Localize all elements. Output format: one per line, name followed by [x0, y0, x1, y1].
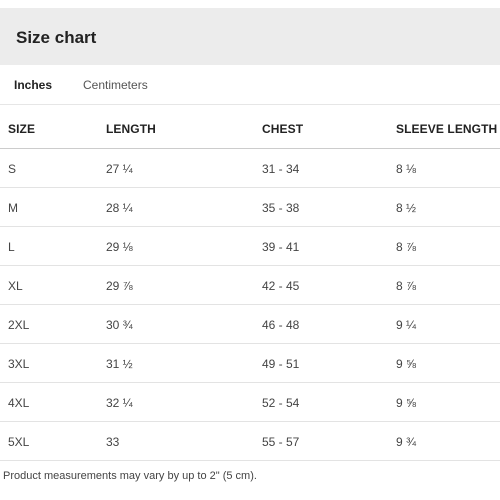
table-row: M 28 ¼ 35 - 38 8 ½	[0, 188, 500, 227]
chest-cell: 52 - 54	[262, 396, 300, 410]
column-header-sleeve-length: SLEEVE LENGTH	[396, 122, 498, 136]
length-cell: 29 ⅞	[106, 279, 133, 293]
sleeve-length-cell: 8 ⅛	[396, 162, 417, 176]
chest-cell: 39 - 41	[262, 240, 300, 254]
size-cell: 2XL	[8, 318, 30, 332]
sleeve-length-cell: 9 ⅝	[396, 396, 417, 410]
size-cell: XL	[8, 279, 23, 293]
size-chart-header: Size chart	[0, 8, 500, 65]
size-cell: 3XL	[8, 357, 30, 371]
table-row: 4XL 32 ¼ 52 - 54 9 ⅝	[0, 383, 500, 422]
length-cell: 29 ⅛	[106, 240, 133, 254]
column-header-size: SIZE	[8, 122, 36, 136]
sleeve-length-cell: 8 ⅞	[396, 279, 417, 293]
length-cell: 30 ¾	[106, 318, 133, 332]
table-row: 2XL 30 ¾ 46 - 48 9 ¼	[0, 305, 500, 344]
table-row: 5XL 33 55 - 57 9 ¾	[0, 422, 500, 461]
sleeve-length-cell: 9 ⅝	[396, 357, 417, 371]
table-row: 3XL 31 ½ 49 - 51 9 ⅝	[0, 344, 500, 383]
length-cell: 33	[106, 435, 120, 449]
chest-cell: 35 - 38	[262, 201, 300, 215]
size-cell: M	[8, 201, 18, 215]
chest-cell: 49 - 51	[262, 357, 300, 371]
page-title: Size chart	[16, 28, 97, 47]
size-cell: 4XL	[8, 396, 30, 410]
size-table: SIZE LENGTH CHEST SLEEVE LENGTH S 27 ¼ 3…	[0, 105, 500, 461]
table-row: XL 29 ⅞ 42 - 45 8 ⅞	[0, 266, 500, 305]
length-cell: 27 ¼	[106, 162, 133, 176]
unit-tabs: Inches Centimeters	[0, 66, 500, 105]
sleeve-length-cell: 8 ⅞	[396, 240, 417, 254]
table-row: S 27 ¼ 31 - 34 8 ⅛	[0, 149, 500, 188]
chest-cell: 55 - 57	[262, 435, 300, 449]
chest-cell: 42 - 45	[262, 279, 300, 293]
tab-inches[interactable]: Inches	[14, 78, 53, 92]
table-header-row: SIZE LENGTH CHEST SLEEVE LENGTH	[0, 105, 500, 149]
column-header-chest: CHEST	[262, 122, 304, 136]
length-cell: 31 ½	[106, 357, 133, 371]
tab-centimeters[interactable]: Centimeters	[83, 78, 148, 92]
measurement-footnote: Product measurements may vary by up to 2…	[3, 470, 257, 482]
chest-cell: 46 - 48	[262, 318, 300, 332]
sleeve-length-cell: 9 ¾	[396, 435, 417, 449]
chest-cell: 31 - 34	[262, 162, 300, 176]
size-cell: L	[8, 240, 15, 254]
sleeve-length-cell: 8 ½	[396, 201, 417, 215]
sleeve-length-cell: 9 ¼	[396, 318, 417, 332]
size-cell: S	[8, 162, 17, 176]
length-cell: 28 ¼	[106, 201, 133, 215]
size-cell: 5XL	[8, 435, 30, 449]
table-row: L 29 ⅛ 39 - 41 8 ⅞	[0, 227, 500, 266]
column-header-length: LENGTH	[106, 122, 156, 136]
length-cell: 32 ¼	[106, 396, 133, 410]
